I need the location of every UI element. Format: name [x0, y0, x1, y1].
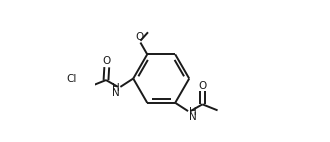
Text: Cl: Cl: [66, 74, 77, 83]
Text: O: O: [136, 32, 144, 42]
Text: N: N: [112, 88, 120, 98]
Text: O: O: [198, 81, 207, 91]
Text: H: H: [189, 107, 196, 117]
Text: H: H: [112, 83, 120, 93]
Text: O: O: [103, 56, 111, 66]
Text: N: N: [189, 112, 196, 122]
